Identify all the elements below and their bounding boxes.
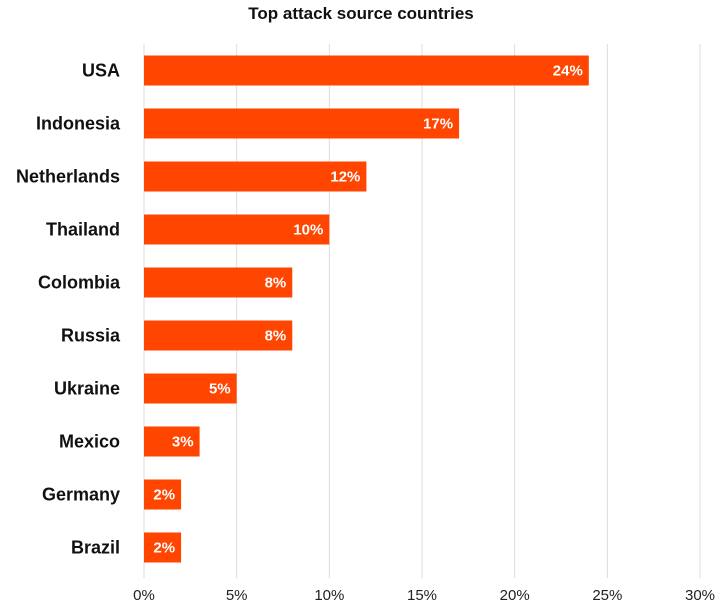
bar-value-label: 17% <box>423 116 453 133</box>
category-label: Russia <box>61 326 121 346</box>
category-label: Thailand <box>46 220 120 240</box>
category-label: Mexico <box>59 432 120 452</box>
x-tick-label: 5% <box>226 587 248 604</box>
bar-value-label: 24% <box>553 63 583 80</box>
bar <box>144 320 293 351</box>
bar <box>144 479 182 510</box>
chart-title: Top attack source countries <box>248 4 474 23</box>
bar <box>144 214 330 245</box>
x-tick-label: 25% <box>592 587 622 604</box>
category-label: Brazil <box>71 538 120 558</box>
bar <box>144 267 293 298</box>
x-tick-label: 10% <box>314 587 344 604</box>
bar <box>144 426 200 457</box>
bar-value-label: 5% <box>209 381 231 398</box>
bar <box>144 161 367 192</box>
bar <box>144 55 589 86</box>
bar-value-label: 8% <box>265 275 287 292</box>
category-label: Ukraine <box>54 379 120 399</box>
bar-value-label: 2% <box>153 540 175 557</box>
category-label: USA <box>82 61 120 81</box>
category-label: Indonesia <box>36 114 121 134</box>
bar-value-label: 3% <box>172 434 194 451</box>
bar-value-label: 8% <box>265 328 287 345</box>
x-tick-label: 30% <box>685 587 715 604</box>
x-tick-label: 0% <box>133 587 155 604</box>
category-label: Colombia <box>38 273 121 293</box>
bar <box>144 108 460 139</box>
bar <box>144 532 182 563</box>
bar-value-label: 12% <box>330 169 360 186</box>
bar <box>144 373 237 404</box>
bar-value-label: 2% <box>153 487 175 504</box>
bar-value-label: 10% <box>293 222 323 239</box>
category-label: Germany <box>42 485 120 505</box>
category-label: Netherlands <box>16 167 120 187</box>
x-tick-label: 20% <box>500 587 530 604</box>
x-tick-label: 15% <box>407 587 437 604</box>
